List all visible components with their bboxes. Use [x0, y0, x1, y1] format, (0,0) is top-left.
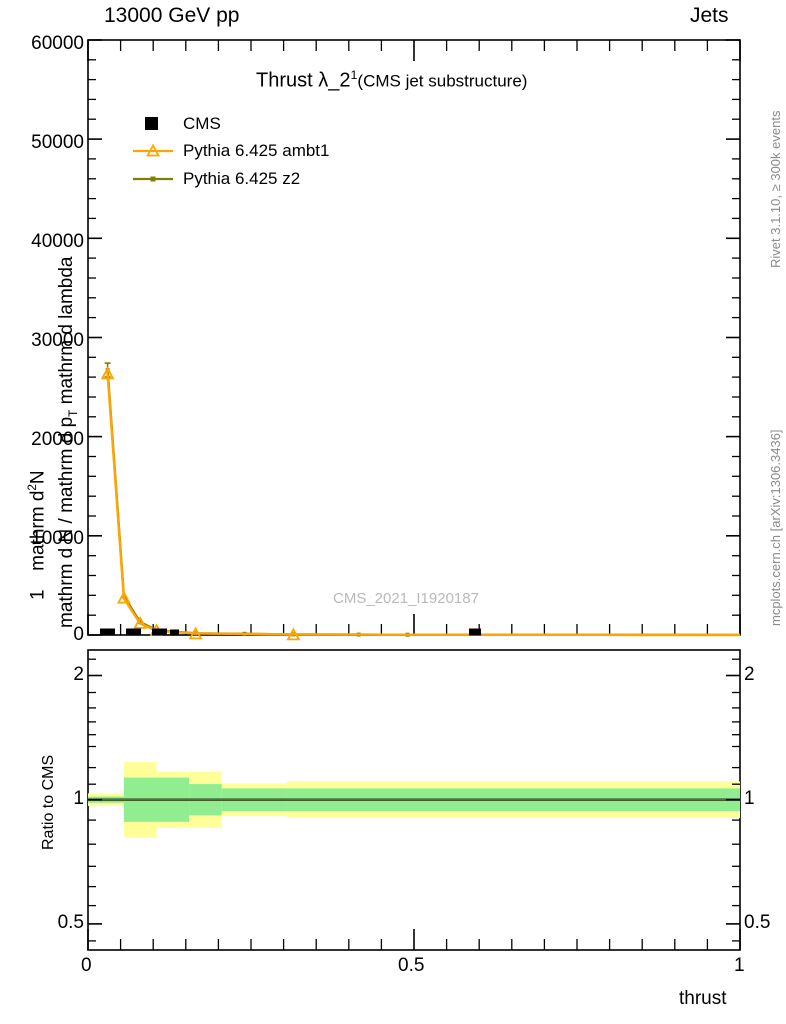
series-cms: [100, 628, 481, 636]
ratio-ytick-right-2: 2: [744, 664, 755, 685]
header-left-label: 13000 GeV pp: [104, 4, 240, 27]
main-x-ticks: [87, 40, 741, 635]
title-parenthetical: (CMS jet substructure): [357, 71, 528, 91]
main-ytick-40000: 40000: [31, 231, 84, 252]
main-ytick-0: 0: [73, 624, 84, 645]
y-axis-inner-numerator: mathrm d N: [56, 528, 77, 628]
main-ytick-60000: 60000: [31, 33, 84, 54]
title-main-text: Thrust: [256, 69, 319, 92]
header-right-label: Jets: [690, 4, 729, 27]
series-pythia-ambt1: [100, 366, 741, 641]
main-ytick-50000: 50000: [31, 132, 84, 153]
xtick-1: 1: [734, 955, 745, 976]
ratio-y-axis-label: Ratio to CMS: [40, 754, 57, 850]
legend-marker-cms-icon: [145, 117, 158, 130]
y-axis-outer-numerator: 1: [27, 589, 49, 600]
y-axis-outer-den-c: N: [27, 470, 49, 485]
ratio-y-minor-ticks: [88, 658, 740, 942]
legend-label-cms: CMS: [183, 114, 221, 133]
legend-markers: [133, 117, 173, 182]
title-superscript: 1: [350, 68, 358, 82]
ratio-ytick-2: 2: [73, 664, 84, 685]
y-axis-label-inner: mathrm d N / mathrm d pT mathrm d lambda: [56, 256, 80, 629]
y-axis-inner-den-2: mathrm d lambda: [56, 256, 77, 410]
main-ytick-20000: 20000: [31, 429, 84, 450]
title-symbol: λ_2: [318, 69, 351, 92]
ratio-y-major-ticks: [88, 674, 740, 925]
watermark-label: CMS_2021_I1920187: [333, 590, 479, 607]
xtick-0: 0: [81, 955, 92, 976]
ratio-ytick-right-1: 1: [744, 788, 755, 809]
main-y-minor-ticks: [88, 59, 740, 616]
legend-marker-z2-dot-icon: [150, 176, 156, 182]
legend-marker-ambt1-triangle-icon: [146, 143, 160, 157]
ratio-ytick-1: 1: [73, 788, 84, 809]
legend-label-ambt1: Pythia 6.425 ambt1: [183, 141, 330, 160]
xtick-0.5: 0.5: [398, 955, 425, 976]
y-axis-outer-den-a: mathrm d: [27, 490, 49, 571]
x-axis-label: thrust: [679, 988, 727, 1009]
side-annotation-mcplots: mcplots.cern.ch [arXiv:1306.3436]: [768, 429, 783, 626]
y-axis-inner-den: mathrm d p: [56, 416, 77, 513]
ratio-ytick-0.5: 0.5: [57, 912, 84, 933]
side-annotation-rivet: Rivet 3.1.10, ≥ 300k events: [768, 110, 783, 268]
ratio-x-ticks: [87, 929, 741, 950]
page-title: Thrust λ_21(CMS jet substructure): [256, 68, 527, 93]
y-axis-inner-den-sub: T: [66, 409, 80, 417]
ratio-ytick-right-0.5: 0.5: [744, 912, 771, 933]
main-ytick-30000: 30000: [31, 330, 84, 351]
y-axis-label-outer: 1 mathrm d2N: [26, 470, 49, 600]
y-axis-outer-den-exp: 2: [26, 484, 39, 491]
legend-label-z2: Pythia 6.425 z2: [183, 169, 301, 188]
main-ytick-10000: 10000: [31, 528, 84, 549]
